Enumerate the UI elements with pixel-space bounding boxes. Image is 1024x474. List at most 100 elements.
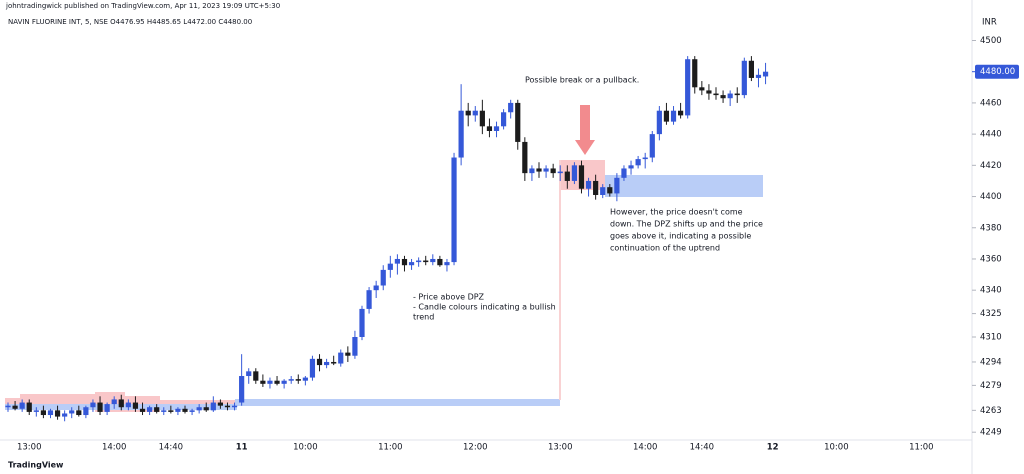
candle-body <box>564 171 570 181</box>
candle-body <box>12 405 18 409</box>
candle-body <box>762 71 769 77</box>
candle-body <box>62 413 68 417</box>
candle-body <box>734 93 740 96</box>
candle-body <box>387 263 393 270</box>
candle-body <box>182 408 188 412</box>
candle-body <box>670 110 677 122</box>
symbol-info: NAVIN FLUORINE INT, 5, NSE O4476.95 H448… <box>8 18 252 26</box>
annotation: down. The DPZ shifts up and the price <box>610 220 763 229</box>
x-tick-label: 14:00 <box>102 443 127 453</box>
annotation: - Price above DPZ <box>413 293 485 302</box>
candle-body <box>76 410 82 416</box>
candle-body <box>458 110 464 158</box>
candle-body <box>260 380 266 384</box>
candle-body <box>501 112 507 127</box>
candle-body <box>189 410 195 412</box>
annotation: - Candle colours indicating a bullish <box>413 303 556 312</box>
candle-body <box>132 402 139 409</box>
candle-body <box>154 407 160 412</box>
candle-body <box>217 402 223 406</box>
candle-body <box>543 168 549 172</box>
candle-body <box>656 110 662 135</box>
candle-body <box>274 380 280 384</box>
candle-body <box>748 60 754 78</box>
y-tick-label: 4360 <box>980 254 1002 264</box>
dpz-zone <box>235 399 560 406</box>
y-tick-label: 4400 <box>980 192 1002 202</box>
x-tick-label: 11:00 <box>378 443 403 453</box>
x-tick-label: 11 <box>236 443 248 453</box>
candle-body <box>394 258 400 264</box>
candle-body <box>678 110 684 116</box>
y-tick-label: 4310 <box>980 333 1002 343</box>
candle-body <box>139 408 146 412</box>
candle-body <box>550 168 556 174</box>
candle-body <box>373 285 379 291</box>
candle-body <box>416 260 422 263</box>
candle-body <box>359 308 365 337</box>
x-tick-label: 10:00 <box>824 443 849 453</box>
candle-body <box>210 402 216 411</box>
candle-body <box>118 399 124 408</box>
candle-body <box>578 165 585 189</box>
candle-body <box>479 110 485 127</box>
y-tick-label: 4500 <box>980 36 1002 46</box>
candle-body <box>224 405 231 408</box>
candle-body <box>493 126 500 131</box>
candle-body <box>649 134 655 158</box>
candle-body <box>663 110 670 122</box>
x-tick-label: 14:40 <box>159 443 184 453</box>
y-tick-label: 4279 <box>980 381 1002 391</box>
candle-body <box>309 358 316 378</box>
arrow <box>575 105 595 155</box>
candle-body <box>90 402 96 408</box>
annotation: Possible break or a pullback. <box>525 76 639 85</box>
candle-body <box>685 59 691 116</box>
x-tick-label: 12:00 <box>463 443 488 453</box>
candle-body <box>401 258 408 266</box>
candle-body <box>699 87 705 91</box>
y-tick-label: 4249 <box>980 428 1002 438</box>
y-tick-label: 4340 <box>980 286 1002 296</box>
candle-body <box>635 159 641 166</box>
candle-body <box>692 59 698 88</box>
candle-body <box>408 262 415 266</box>
x-tick-label: 14:00 <box>633 443 658 453</box>
candle-body <box>571 165 577 181</box>
candle-body <box>47 410 54 416</box>
candle-body <box>33 410 39 412</box>
candle-body <box>324 361 330 366</box>
candle-body <box>69 410 75 414</box>
currency: INR <box>982 18 997 28</box>
candle-body <box>508 102 514 113</box>
x-tick-label: 11:00 <box>909 443 934 453</box>
candle-body <box>231 405 238 408</box>
annotation: However, the price doesn't come <box>610 208 743 217</box>
candle-body <box>239 376 245 403</box>
candle-body <box>168 410 174 412</box>
candle-body <box>444 262 450 266</box>
candle-body <box>316 358 323 366</box>
candle-body <box>331 361 337 364</box>
y-tick-label: 4263 <box>980 406 1002 416</box>
candle-body <box>642 157 648 160</box>
candle-body <box>253 371 259 381</box>
y-tick-label: 4460 <box>980 98 1002 108</box>
candle-body <box>741 60 747 96</box>
candle-body <box>366 290 372 309</box>
candle-body <box>203 407 209 411</box>
footer-logo: TradingView <box>8 461 64 470</box>
candle-body <box>380 269 386 286</box>
candle-body <box>54 410 61 417</box>
candle-body <box>288 379 294 381</box>
candle-body <box>628 165 634 169</box>
candle-body <box>267 380 273 384</box>
y-tick-label: 4294 <box>980 357 1002 367</box>
candle-body <box>19 402 25 409</box>
candle-body <box>621 168 627 178</box>
candle-body <box>430 258 436 263</box>
candle-body <box>437 258 443 266</box>
candle-body <box>26 402 32 412</box>
